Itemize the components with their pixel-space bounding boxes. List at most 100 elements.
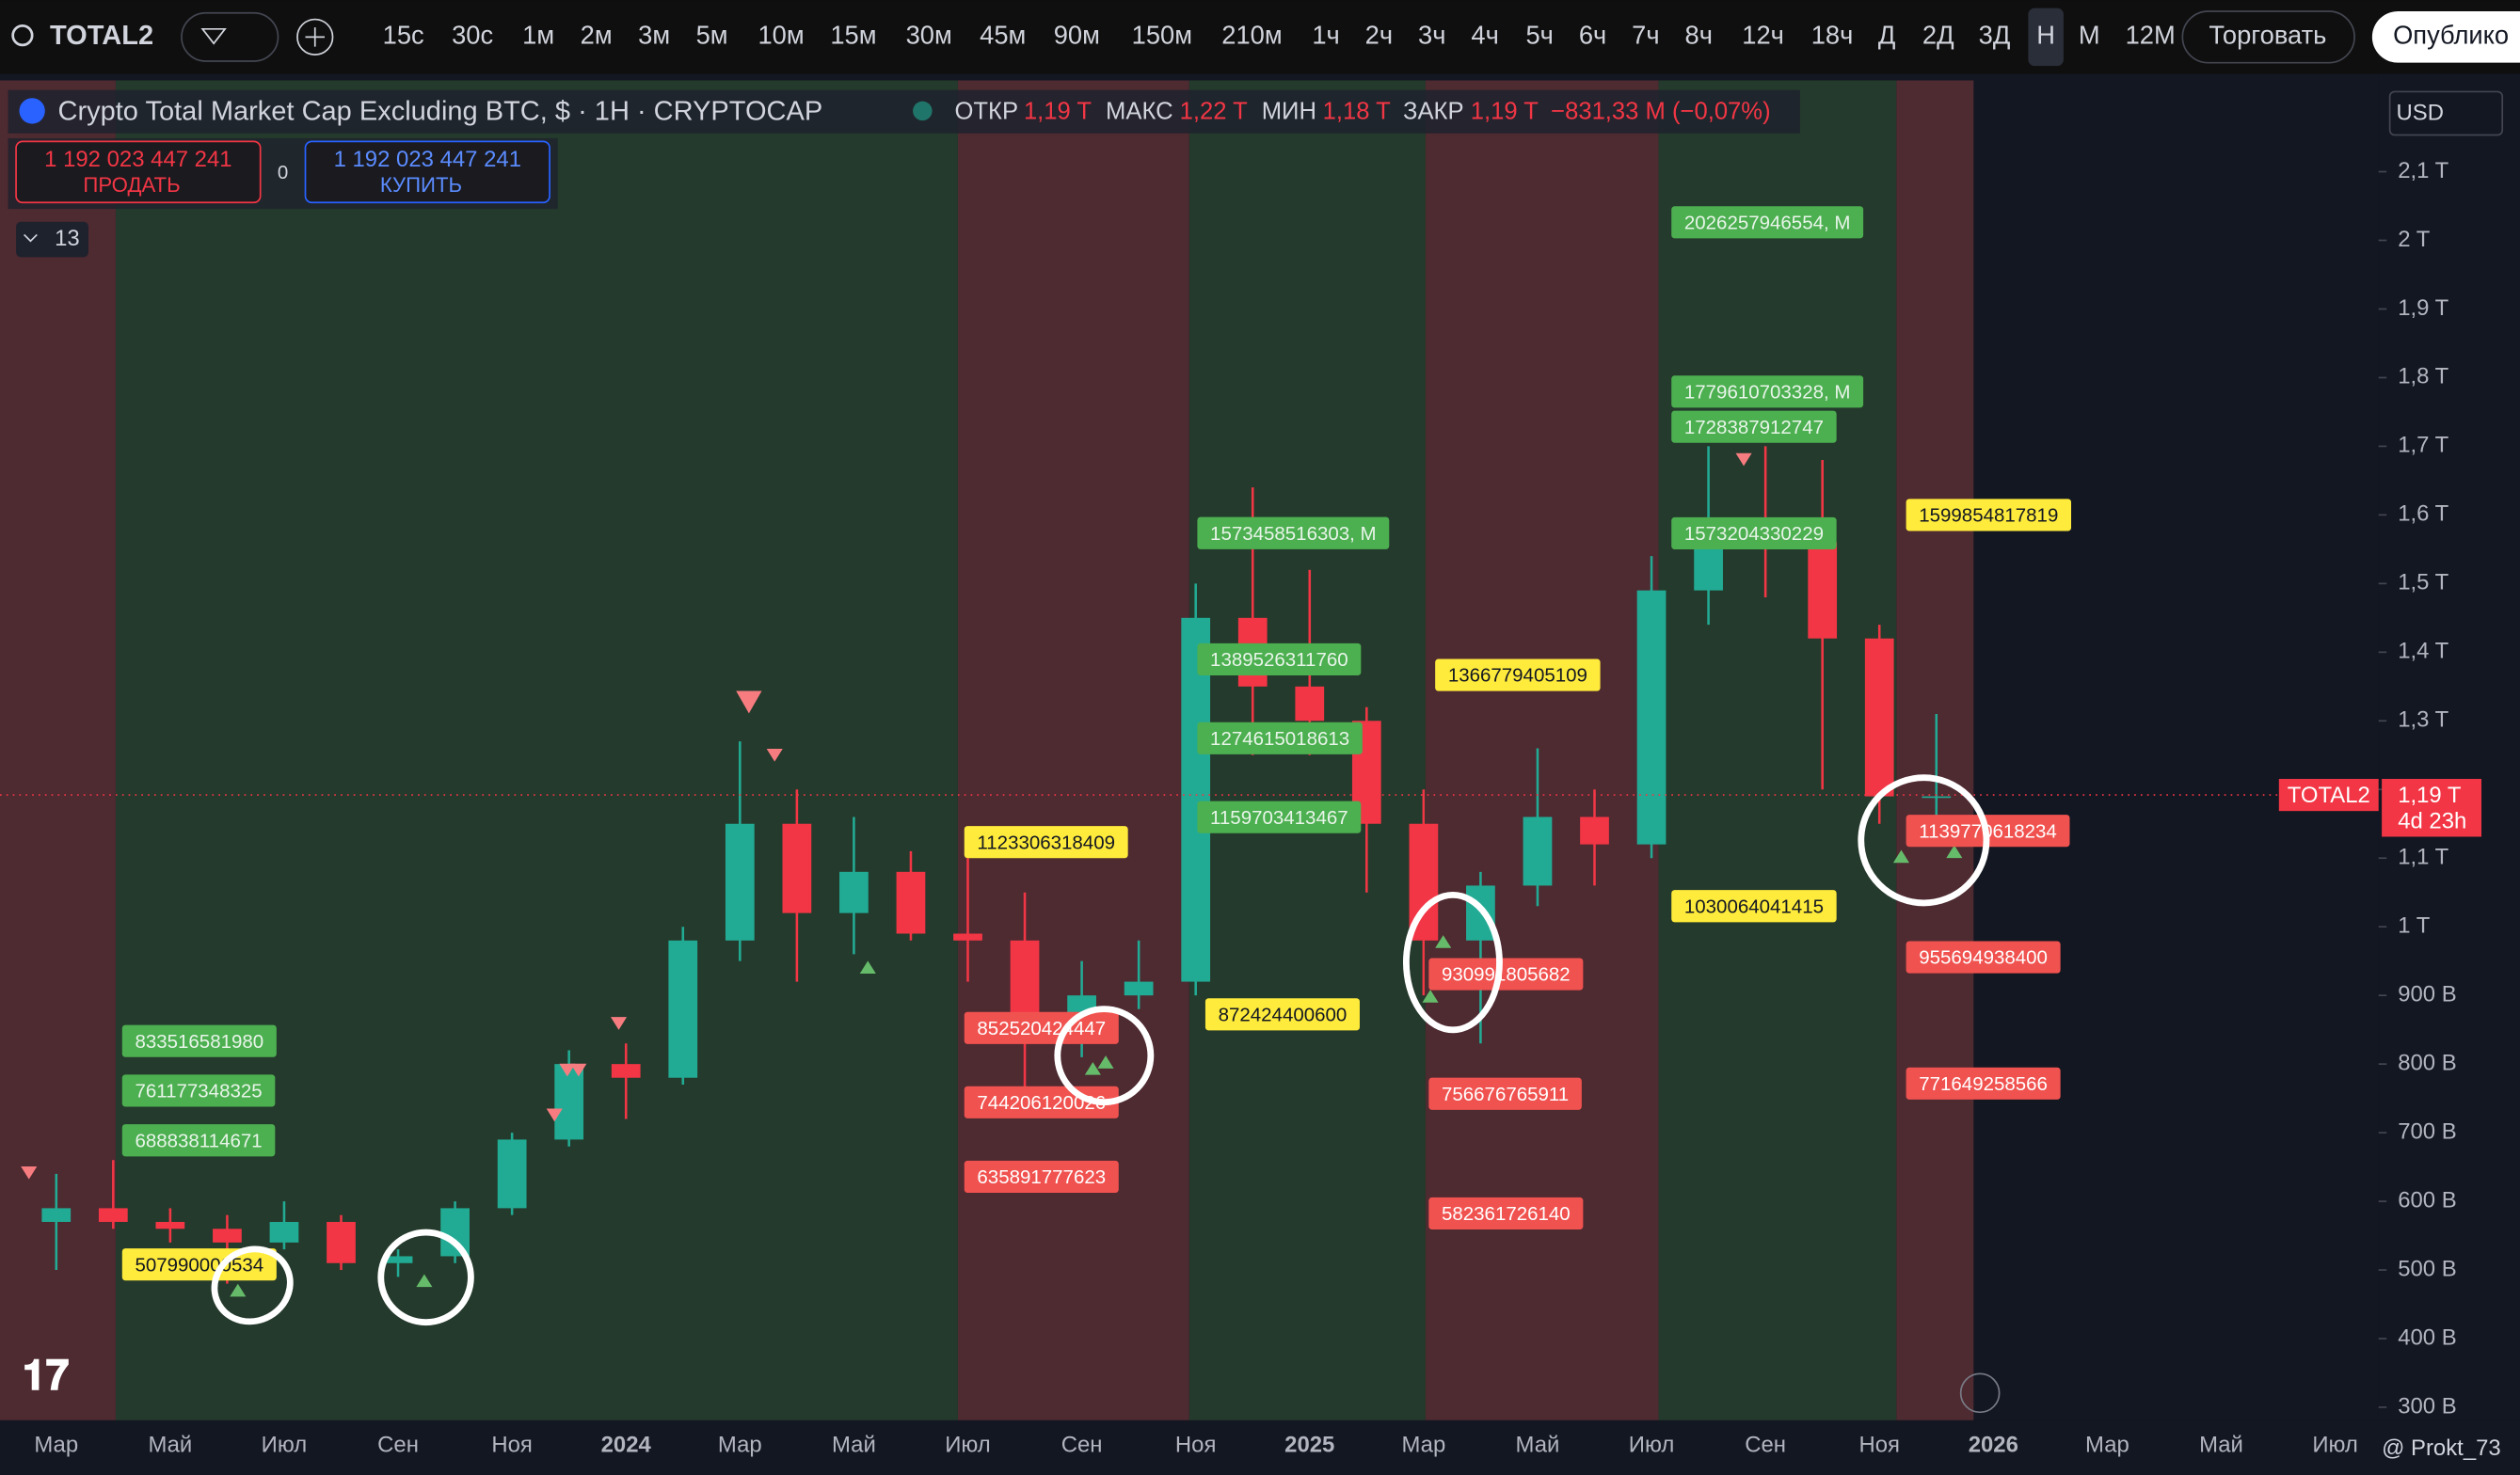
interval[interactable]: 4ч [1471, 21, 1498, 50]
y-tick-label: 1,5 T [2398, 570, 2448, 595]
x-tick-label: Мар [2085, 1433, 2129, 1458]
publish-label: Опублико [2393, 21, 2509, 50]
interval[interactable]: 12М [2126, 21, 2176, 50]
interval[interactable]: 2м [581, 21, 613, 50]
x-tick-label: Мар [34, 1433, 78, 1458]
marker [230, 1283, 247, 1297]
interval[interactable]: 10м [758, 21, 804, 50]
marker [1097, 1055, 1114, 1069]
interval[interactable]: 1ч [1312, 21, 1339, 50]
interval[interactable]: 30м [906, 21, 952, 50]
symbol[interactable]: TOTAL2 [50, 21, 153, 51]
candle-body [98, 1208, 128, 1222]
selected-interval [2028, 8, 2064, 67]
lightning-button[interactable] [1959, 1372, 2001, 1414]
candle-body [440, 1208, 470, 1257]
x-tick-label: Май [148, 1433, 192, 1458]
candle-body [1124, 981, 1154, 996]
interval[interactable]: 15с [383, 21, 424, 50]
y-tick-label: 600 B [2398, 1187, 2456, 1213]
y-tick-label: 700 B [2398, 1118, 2456, 1144]
interval[interactable]: 18ч [1811, 21, 1854, 50]
interval[interactable]: 45м [980, 21, 1026, 50]
level-tag [121, 1024, 277, 1057]
level-label: 930991805682 [1442, 964, 1571, 986]
interval[interactable]: Н [2036, 21, 2055, 50]
marker [859, 960, 876, 975]
y-tick-label: 1,7 T [2398, 433, 2448, 458]
interval[interactable]: 3м [638, 21, 670, 50]
indicators-count: 13 [55, 226, 80, 251]
interval[interactable]: 7ч [1632, 21, 1659, 50]
trade-button[interactable] [2181, 10, 2355, 64]
interval[interactable]: 6ч [1579, 21, 1606, 50]
interval[interactable]: М [2079, 21, 2100, 50]
interval[interactable]: 15м [830, 21, 876, 50]
interval[interactable]: 210м [1221, 21, 1282, 50]
level-label: 872424400600 [1219, 1004, 1348, 1025]
marker [1435, 935, 1452, 948]
candle-body [1580, 817, 1609, 845]
interval[interactable]: 12ч [1742, 21, 1784, 50]
level-label: 1366779405109 [1448, 665, 1587, 687]
interval[interactable]: 8ч [1685, 21, 1713, 50]
level-tag [1906, 499, 2072, 531]
add-button[interactable] [296, 18, 334, 56]
candle-body [611, 1064, 641, 1078]
level-tag [1906, 1067, 2061, 1100]
search-icon[interactable] [11, 24, 34, 47]
price-axis [2378, 73, 2520, 1420]
highlight-circles [211, 774, 1990, 1326]
candle-body [782, 823, 812, 913]
level-label: 955694938400 [1919, 947, 2048, 969]
interval[interactable]: 5м [696, 21, 728, 50]
interval[interactable]: 3ч [1418, 21, 1445, 50]
annotations: 833516581980 761177348325 688838114671 5079… [121, 206, 2072, 1281]
interval[interactable]: Д [1878, 21, 1895, 50]
level-label: 1159703413467 [1210, 807, 1348, 829]
publish-button[interactable] [2371, 11, 2520, 63]
x-tick-label: Июл [945, 1433, 991, 1458]
interval[interactable]: 2Д [1922, 21, 1954, 50]
sell-markers [21, 452, 1752, 1180]
interval[interactable]: 90м [1054, 21, 1100, 50]
x-tick-label: 2026 [1969, 1433, 2018, 1458]
level-tag [964, 1160, 1119, 1193]
band-green [115, 80, 958, 1420]
y-tick-label: 900 B [2398, 981, 2456, 1007]
interval[interactable]: 2ч [1365, 21, 1393, 50]
level-label: 1030064041415 [1684, 896, 1824, 917]
indicators-toggle[interactable] [16, 221, 88, 258]
level-tag [1197, 642, 1362, 676]
candle-body [896, 871, 926, 934]
x-tick-label: Сен [1061, 1433, 1103, 1458]
interval[interactable]: 30с [452, 21, 493, 50]
level-tag [1197, 722, 1363, 754]
band-red [1896, 80, 1974, 1420]
x-tick-label: Ноя [491, 1433, 533, 1458]
level-tag [1671, 516, 1837, 550]
interval[interactable]: 150м [1132, 21, 1192, 50]
status-dot [913, 101, 933, 121]
marker [736, 690, 762, 714]
indicator-button[interactable] [181, 11, 279, 62]
candle-body [1295, 686, 1325, 722]
currency-select[interactable] [2388, 90, 2504, 136]
band-red [957, 80, 1189, 1420]
candle-body [269, 1221, 299, 1243]
interval[interactable]: 1м [522, 21, 554, 50]
y-tick-label: 300 B [2398, 1393, 2456, 1419]
level-tag [1906, 941, 2061, 974]
x-tick-label: Сен [377, 1433, 419, 1458]
icon [200, 27, 227, 45]
symbol-icon [19, 98, 45, 124]
interval[interactable]: 3Д [1979, 21, 2011, 50]
marker [1084, 1061, 1101, 1075]
interval[interactable]: 5ч [1525, 21, 1553, 50]
sell-button[interactable] [15, 140, 262, 204]
marker [21, 1166, 38, 1180]
marker [1422, 990, 1439, 1003]
buy-button[interactable] [304, 140, 550, 204]
level-tag [1197, 516, 1390, 549]
